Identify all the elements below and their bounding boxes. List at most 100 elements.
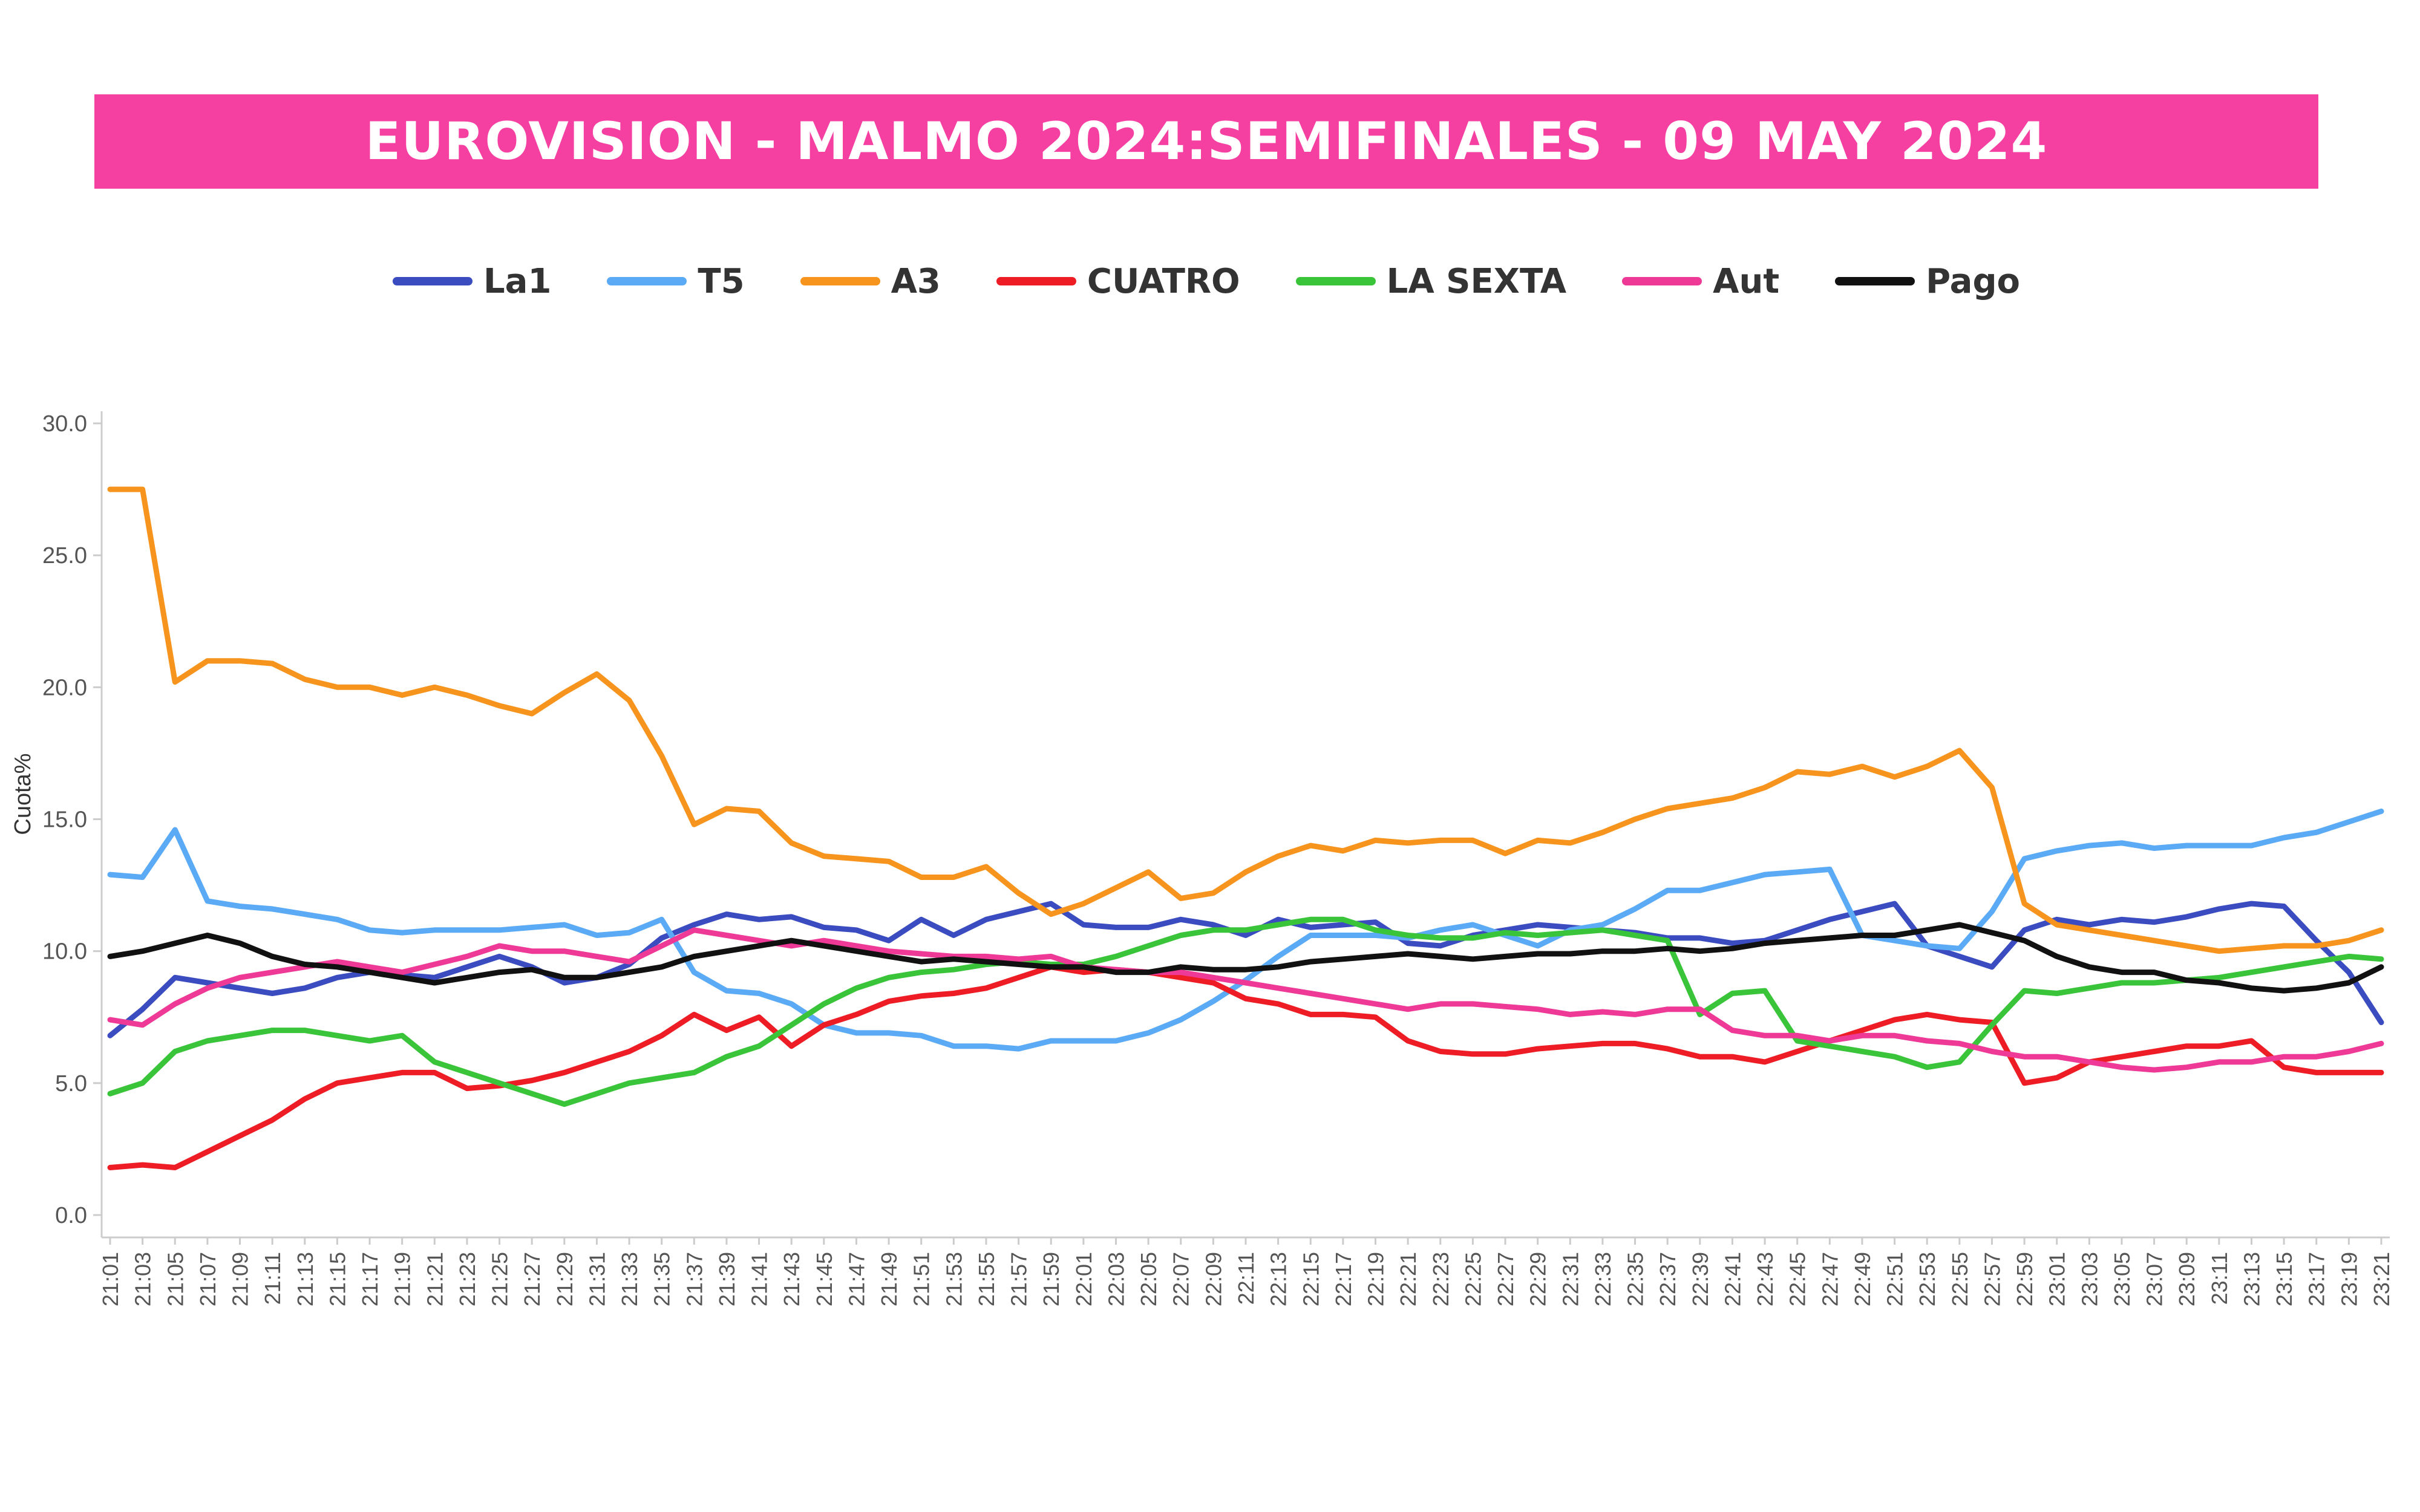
series-line-la1 (107, 901, 2384, 1038)
x-tick-label: 21:11 (260, 1252, 285, 1305)
x-tick-label: 21:37 (682, 1252, 707, 1306)
x-tick-label: 22:35 (1623, 1252, 1648, 1306)
x-tick-label: 23:07 (2142, 1252, 2167, 1306)
x-tick-label: 22:17 (1331, 1252, 1356, 1306)
legend-label: Pago (1926, 261, 2021, 301)
legend-item-la1: La1 (392, 261, 552, 301)
legend-label: Aut (1713, 261, 1780, 301)
legend-item-cuatro: CUATRO (996, 262, 1240, 301)
x-tick-label: 22:49 (1850, 1252, 1875, 1306)
x-tick-label: 21:17 (358, 1252, 382, 1306)
x-tick-label: 22:19 (1364, 1252, 1388, 1306)
y-tick-label: 30.0 (42, 411, 87, 437)
x-tick-label: 21:13 (293, 1252, 318, 1306)
legend-label: La1 (483, 261, 552, 301)
series-line-a3 (107, 486, 2384, 954)
x-tick-label: 22:55 (1947, 1252, 1972, 1306)
x-tick-label: 21:03 (131, 1252, 155, 1306)
x-tick-label: 21:09 (228, 1252, 253, 1306)
x-tick-label: 22:03 (1104, 1252, 1128, 1306)
x-tick-label: 22:45 (1785, 1252, 1810, 1306)
legend: La1 T5 A3 CUATRO LA SEXTA Aut Pago (94, 254, 2318, 308)
x-tick-label: 23:19 (2337, 1252, 2361, 1306)
x-tick-label: 23:03 (2077, 1252, 2102, 1306)
x-tick-label: 21:55 (974, 1252, 999, 1306)
x-tick-label: 22:05 (1136, 1252, 1161, 1306)
x-tick-label: 23:09 (2174, 1252, 2199, 1306)
x-tick-label: 23:21 (2369, 1252, 2394, 1306)
legend-item-a3: A3 (800, 262, 941, 301)
line-chart: 0.0 5.0 10.0 15.0 20.0 25.0 30.0 Cuota% 21:01 21:… (10, 411, 2394, 1306)
legend-swatch (392, 277, 473, 285)
legend-item-pago: Pago (1835, 262, 2020, 301)
legend-swatch (996, 277, 1076, 285)
series-line-cuatro (107, 964, 2384, 1170)
series-line-la-sexta (107, 916, 2384, 1107)
title-banner: EUROVISION - MALMO 2024:SEMIFINALES - 09… (94, 94, 2318, 189)
x-tick-label: 21:25 (488, 1252, 512, 1306)
x-tick-label: 21:33 (617, 1252, 642, 1306)
x-tick-label: 22:25 (1460, 1252, 1485, 1306)
x-tick-label: 22:29 (1526, 1252, 1551, 1306)
legend-item-la-sexta: LA SEXTA (1295, 261, 1567, 301)
legend-swatch (1622, 277, 1702, 285)
x-tick-label: 22:51 (1883, 1252, 1908, 1306)
x-tick-label: 22:09 (1201, 1252, 1226, 1306)
legend-swatch (607, 277, 687, 285)
x-tick-label: 21:57 (1007, 1252, 1032, 1306)
x-tick-label: 21:19 (390, 1252, 415, 1306)
x-tick-label: 21:35 (650, 1252, 675, 1306)
y-tick-label: 10.0 (42, 939, 87, 965)
x-tick-label: 22:13 (1266, 1252, 1291, 1306)
x-tick-label: 22:41 (1720, 1252, 1745, 1306)
series-line-aut (107, 927, 2384, 1073)
x-tick-label: 22:07 (1169, 1252, 1194, 1306)
legend-item-aut: Aut (1622, 262, 1779, 301)
legend-label: LA SEXTA (1386, 261, 1567, 301)
x-tick-label: 21:31 (584, 1252, 609, 1306)
x-tick-label: 21:15 (325, 1252, 350, 1306)
legend-swatch (800, 277, 880, 285)
x-tick-label: 22:15 (1298, 1252, 1323, 1306)
legend-label: A3 (891, 261, 941, 301)
y-tick-label: 25.0 (42, 543, 87, 569)
x-tick-label: 21:47 (844, 1252, 869, 1306)
x-tick-label: 21:23 (455, 1252, 480, 1306)
series-line-pago (107, 922, 2384, 994)
x-tick-label: 21:05 (163, 1252, 188, 1306)
x-tick-label: 21:59 (1039, 1252, 1064, 1306)
x-tick-label: 21:29 (552, 1252, 577, 1306)
x-tick-label: 22:53 (1915, 1252, 1940, 1306)
legend-swatch (1295, 277, 1376, 285)
chart-title: EUROVISION - MALMO 2024:SEMIFINALES - 09… (365, 111, 2048, 172)
x-tick-label: 21:43 (779, 1252, 804, 1306)
x-tick-label: 22:59 (2012, 1252, 2037, 1306)
y-tick-label: 0.0 (55, 1203, 87, 1228)
x-tick-label: 21:51 (909, 1252, 934, 1306)
y-axis-title: Cuota% (10, 753, 36, 835)
x-tick-label: 23:15 (2272, 1252, 2297, 1306)
x-tick-label: 22:43 (1753, 1252, 1777, 1306)
x-tick-label: 21:01 (98, 1252, 123, 1306)
x-tick-label: 21:41 (747, 1252, 772, 1306)
x-tick-label: 22:57 (1980, 1252, 2004, 1306)
x-tick-label: 22:47 (1817, 1252, 1842, 1306)
x-tick-label: 22:11 (1234, 1252, 1258, 1305)
x-tick-label: 22:01 (1071, 1252, 1096, 1306)
legend-label: CUATRO (1087, 261, 1240, 301)
x-tick-label: 21:45 (812, 1252, 837, 1306)
x-tick-label: 22:21 (1396, 1252, 1421, 1306)
y-tick-label: 5.0 (55, 1071, 87, 1097)
x-tick-label: 22:37 (1655, 1252, 1680, 1306)
x-tick-label: 21:07 (195, 1252, 220, 1306)
legend-label: T5 (698, 261, 745, 301)
x-tick-label: 21:49 (877, 1252, 901, 1306)
x-tick-label: 21:27 (520, 1252, 544, 1306)
x-tick-label: 22:31 (1558, 1252, 1583, 1306)
x-tick-label: 23:11 (2207, 1252, 2232, 1305)
x-tick-label: 22:23 (1428, 1252, 1453, 1306)
x-tick-label: 21:21 (422, 1252, 447, 1306)
legend-swatch (1835, 277, 1915, 285)
x-tick-label: 21:39 (715, 1252, 739, 1306)
y-tick-label: 20.0 (42, 675, 87, 700)
